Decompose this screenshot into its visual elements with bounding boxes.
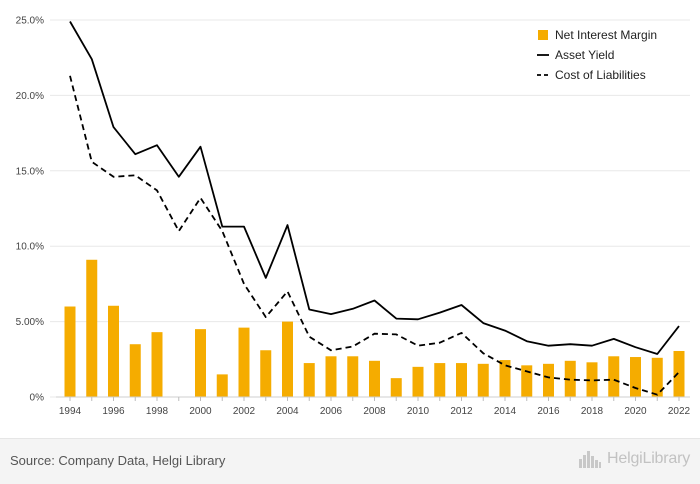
bar-2022 <box>673 351 685 397</box>
x-tick-label: 1996 <box>102 406 125 417</box>
x-tick-label: 1998 <box>146 406 169 417</box>
legend: Net Interest Margin Asset Yield Cost of Li… <box>537 28 657 82</box>
x-tick-label: 2010 <box>407 406 430 417</box>
x-tick-label: 2000 <box>189 406 212 417</box>
legend-swatch-bar <box>538 30 548 40</box>
y-tick-label: 25.0% <box>16 16 44 27</box>
bar-2017 <box>564 360 576 397</box>
bar-2014 <box>499 360 511 397</box>
y-tick-label: 20.0% <box>16 91 44 102</box>
x-tick-label: 2018 <box>581 406 604 417</box>
y-tick-label: 5.00% <box>16 317 44 328</box>
bar-2011 <box>434 363 446 397</box>
bar-1995 <box>86 259 98 397</box>
bar-2009 <box>390 378 402 397</box>
x-tick-label: 2016 <box>537 406 560 417</box>
bar-2007 <box>347 356 359 397</box>
bar-2010 <box>412 366 424 397</box>
legend-label: Asset Yield <box>555 48 614 62</box>
bar-2001 <box>216 374 228 397</box>
legend-label: Net Interest Margin <box>555 28 657 42</box>
bar-2016 <box>543 363 554 397</box>
bar-2006 <box>325 356 337 397</box>
bars-net-interest-margin <box>64 259 685 397</box>
x-tick-label: 2006 <box>320 406 343 417</box>
bar-2004 <box>282 321 293 397</box>
x-tick-label: 2004 <box>276 406 299 417</box>
source-text: Source: Company Data, Helgi Library <box>10 453 226 468</box>
bar-2005 <box>303 363 315 397</box>
y-tick-label: 0% <box>30 393 45 404</box>
line-asset-yield <box>69 21 680 355</box>
x-tick-label: 2022 <box>668 406 691 417</box>
y-tick-label: 15.0% <box>16 166 44 177</box>
bar-2015 <box>521 365 533 397</box>
helgi-library-logo[interactable]: HelgiLibrary <box>578 450 690 468</box>
logo-text: HelgiLibrary <box>607 450 690 467</box>
x-tick-label: 2014 <box>494 406 517 417</box>
bar-1996 <box>108 305 119 397</box>
x-tick-label: 1994 <box>59 406 82 417</box>
x-tick-label: 2008 <box>363 406 386 417</box>
x-tick-label: 2020 <box>624 406 647 417</box>
bar-2021 <box>651 357 663 397</box>
city-skyline-icon <box>579 451 602 468</box>
bar-1997 <box>129 344 141 397</box>
bar-2018 <box>586 362 598 397</box>
line-cost-of-liabilities <box>69 75 680 396</box>
axes: 0% 5.00% 10.0% 15.0% 20.0% 25.0% 1994 1996 1998 2… <box>16 16 691 418</box>
bar-1994 <box>64 306 76 397</box>
chart-svg: 0% 5.00% 10.0% 15.0% 20.0% 25.0% 1994 1996 1998 2… <box>16 16 691 418</box>
footer: Source: Company Data, Helgi Library Helg… <box>0 438 700 484</box>
lines <box>69 21 680 396</box>
bar-1998 <box>151 332 163 397</box>
bar-2013 <box>477 363 489 397</box>
bar-2020 <box>630 357 641 397</box>
bar-2008 <box>369 360 380 397</box>
bar-2012 <box>456 363 467 397</box>
x-tick-label: 2012 <box>450 406 473 417</box>
bar-2019 <box>608 356 620 397</box>
bar-2000 <box>195 329 206 397</box>
x-tick-label: 2002 <box>233 406 256 417</box>
bar-2002 <box>238 327 250 397</box>
legend-label: Cost of Liabilities <box>555 68 646 82</box>
y-tick-label: 10.0% <box>16 242 44 253</box>
bar-2003 <box>260 350 272 397</box>
